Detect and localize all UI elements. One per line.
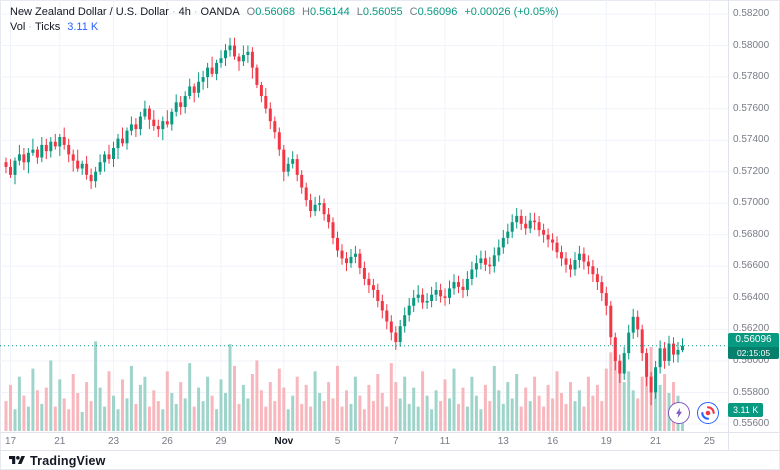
symbol-row: New Zealand Dollar / U.S. Dollar · 4h · OAND… <box>10 6 559 18</box>
footer: TradingView <box>0 451 780 470</box>
open-label: O <box>246 6 256 18</box>
price-tick-label: 0.57400 <box>733 134 770 146</box>
low-value: 0.56055 <box>362 6 403 18</box>
bar-countdown: 02:15:05 <box>728 346 779 359</box>
interval-label[interactable]: 4h <box>178 6 191 18</box>
time-tick-label: 19 <box>600 436 612 447</box>
target-event-marker[interactable] <box>697 402 719 424</box>
footer-border <box>0 450 780 451</box>
separator: · <box>28 21 32 33</box>
close-value: 0.56096 <box>417 6 458 18</box>
price-tick-label: 0.57800 <box>733 71 770 83</box>
low-label: L <box>356 6 363 18</box>
last-price-badge: 0.56096 02:15:05 <box>728 332 779 359</box>
exchange-label[interactable]: OANDA <box>200 6 240 18</box>
price-tick-label: 0.56400 <box>733 291 770 303</box>
price-tick-label: 0.57000 <box>733 197 770 209</box>
price-tick-label: 0.58000 <box>733 39 770 51</box>
price-tick-label: 0.56600 <box>733 260 770 272</box>
lightning-icon <box>676 407 682 419</box>
time-tick-label: 16 <box>547 436 559 447</box>
indicator-name[interactable]: Vol <box>10 21 26 33</box>
symbol-title[interactable]: New Zealand Dollar / U.S. Dollar <box>10 6 169 18</box>
volume-layer <box>4 338 684 431</box>
change-value: +0.00026 (+0.05%) <box>464 6 559 18</box>
separator: · <box>171 6 176 18</box>
time-axis[interactable]: 17 21 23 26 29 Nov 5 7 11 13 16 19 21 25 <box>0 432 728 450</box>
price-tick-label: 0.56800 <box>733 228 770 240</box>
time-tick-label: 29 <box>215 436 227 447</box>
time-tick-label: 5 <box>334 436 341 447</box>
candles-layer <box>4 37 684 406</box>
time-tick-label: Nov <box>274 436 294 447</box>
price-tick-label: 0.57600 <box>733 102 770 114</box>
lightning-event-marker[interactable] <box>668 402 690 424</box>
price-axis-border <box>728 0 729 450</box>
close-label: C <box>409 6 418 18</box>
price-tick-label: 0.56000 <box>733 354 770 366</box>
price-axis[interactable]: 0.58200 0.58000 0.57800 0.57600 0.57400 0.572… <box>728 0 780 432</box>
time-tick-label: 21 <box>54 436 66 447</box>
tradingview-logo-icon[interactable] <box>9 454 25 467</box>
volume-badge: 3.11 K <box>728 402 764 417</box>
time-tick-label: 21 <box>650 436 662 447</box>
indicator-value: 3.11 K <box>67 21 99 33</box>
high-value: 0.56144 <box>309 6 350 18</box>
open-value: 0.56068 <box>255 6 295 18</box>
price-tick-label: 0.56200 <box>733 323 770 335</box>
time-tick-label: 25 <box>703 436 715 447</box>
separator: · <box>193 6 198 18</box>
time-tick-label: 7 <box>393 436 399 447</box>
time-tick-label: 11 <box>439 436 451 447</box>
time-tick-label: 26 <box>161 436 173 447</box>
price-tick-label: 0.58200 <box>733 8 770 19</box>
indicator-row: Vol · Ticks 3.11 K <box>10 21 559 33</box>
time-tick-label: 13 <box>497 436 509 447</box>
time-axis-border <box>0 432 780 433</box>
price-tick-label: 0.55600 <box>733 418 770 429</box>
high-label: H <box>302 6 310 18</box>
time-tick-label: 17 <box>4 436 17 447</box>
last-price-value: 0.56096 <box>735 333 772 345</box>
time-tick-label: 23 <box>107 436 120 447</box>
price-tick-label: 0.55800 <box>733 386 770 398</box>
event-markers <box>668 402 719 424</box>
legend: New Zealand Dollar / U.S. Dollar · 4h · OAND… <box>10 6 559 33</box>
target-icon <box>701 406 715 420</box>
price-tick-label: 0.57200 <box>733 165 770 177</box>
indicator-source: Ticks <box>34 21 61 33</box>
tradingview-brand[interactable]: TradingView <box>30 453 106 468</box>
